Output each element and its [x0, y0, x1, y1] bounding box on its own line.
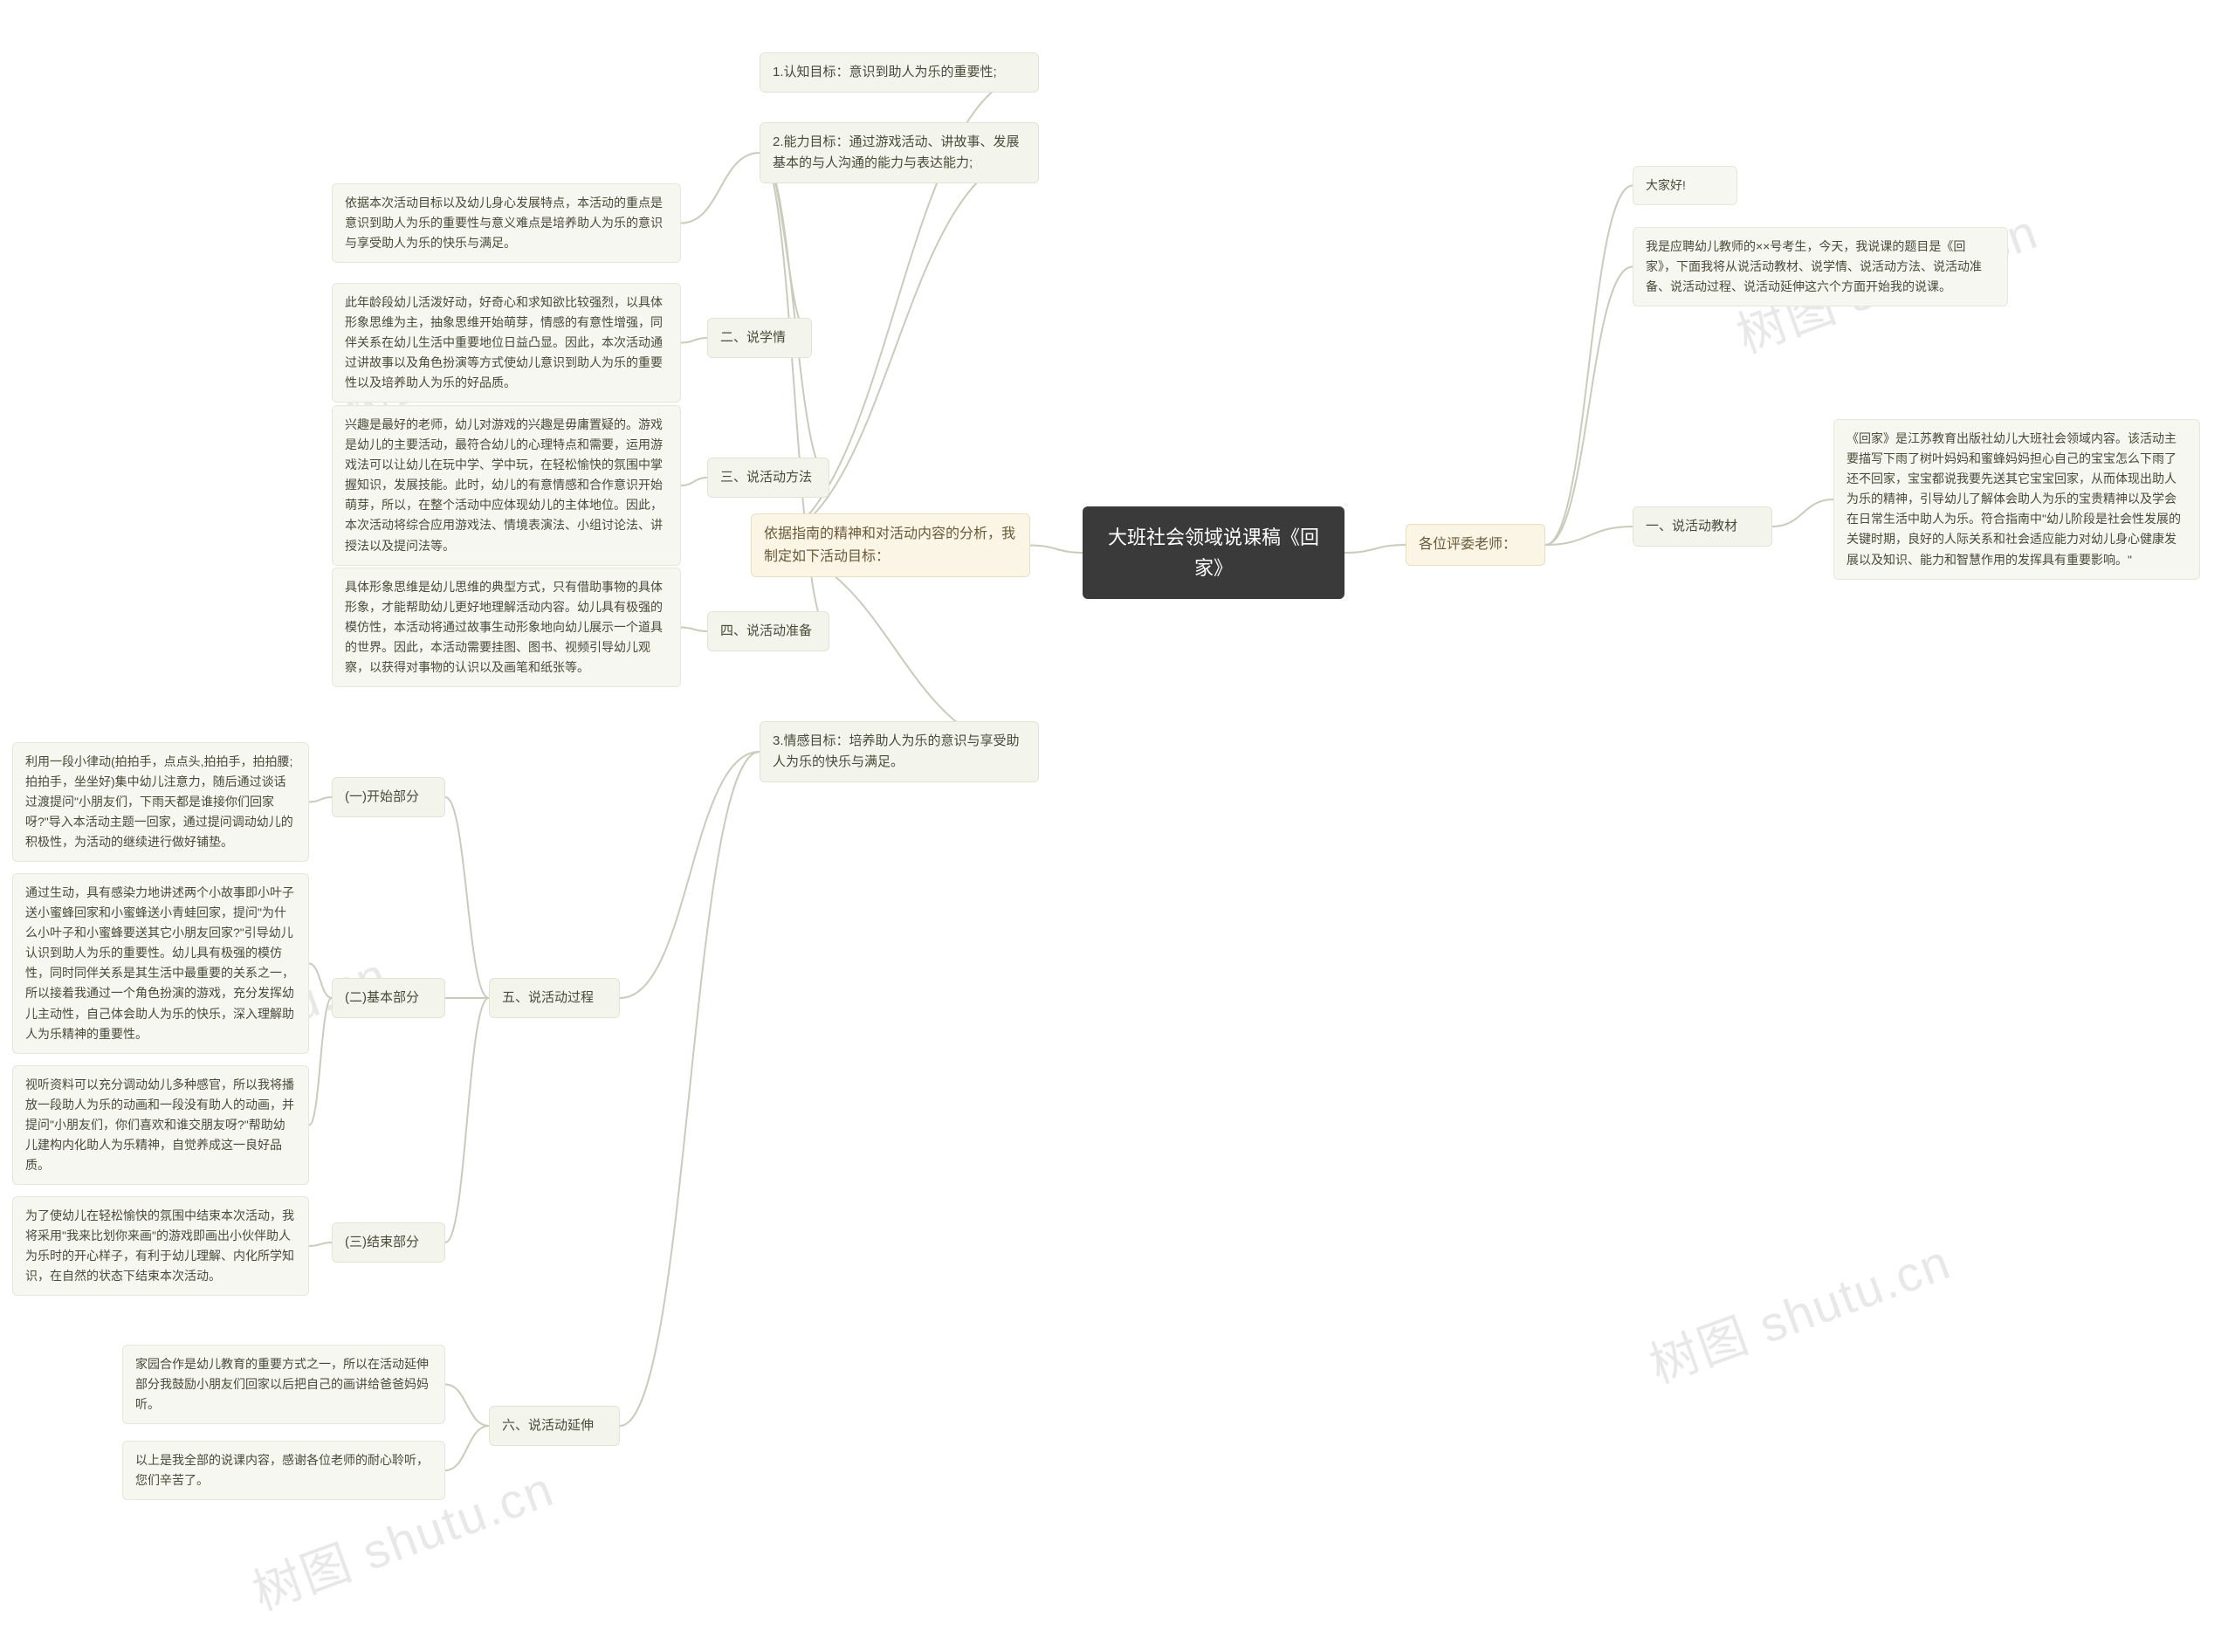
connector-edge: [309, 797, 332, 802]
mindmap-node[interactable]: 一、说活动教材: [1633, 506, 1772, 547]
node-label: (二)基本部分: [345, 990, 419, 1005]
connector-edge: [445, 998, 489, 1242]
node-label: (一)开始部分: [345, 789, 419, 804]
mindmap-node[interactable]: 2.能力目标：通过游戏活动、讲故事、发展基本的与人沟通的能力与表达能力;: [760, 122, 1039, 183]
connector-edge: [681, 338, 707, 343]
connector-edge: [681, 478, 707, 485]
node-label: 以上是我全部的说课内容，感谢各位老师的耐心聆听，您们辛苦了。: [135, 1453, 429, 1487]
node-label: 1.认知目标：意识到助人为乐的重要性;: [773, 65, 997, 79]
connector-edge: [445, 1385, 489, 1427]
mindmap-node[interactable]: (三)结束部分: [332, 1222, 445, 1263]
connector-edge: [620, 752, 760, 1426]
node-label: 依据本次活动目标以及幼儿身心发展特点，本活动的重点是意识到助人为乐的重要性与意义…: [345, 196, 663, 250]
mindmap-node[interactable]: 依据本次活动目标以及幼儿身心发展特点，本活动的重点是意识到助人为乐的重要性与意义…: [332, 183, 681, 263]
connector-edge: [309, 964, 332, 999]
mindmap-node[interactable]: 大班社会领域说课稿《回家》: [1083, 506, 1344, 599]
mindmap-node[interactable]: 以上是我全部的说课内容，感谢各位老师的耐心聆听，您们辛苦了。: [122, 1441, 445, 1500]
node-label: 各位评委老师：: [1419, 537, 1516, 552]
mindmap-node[interactable]: 此年龄段幼儿活泼好动，好奇心和求知欲比较强烈，以具体形象思维为主，抽象思维开始萌…: [332, 283, 681, 403]
node-label: 《回家》是江苏教育出版社幼儿大班社会领域内容。该活动主要描写下雨了树叶妈妈和蜜蜂…: [1846, 431, 2181, 567]
connector-edge: [1344, 545, 1406, 553]
node-label: 一、说活动教材: [1646, 519, 1737, 533]
node-label: 三、说活动方法: [720, 470, 812, 485]
node-label: 大家好!: [1646, 178, 1686, 192]
connector-edge: [760, 153, 829, 478]
node-label: 利用一段小律动(拍拍手，点点头,拍拍手，拍拍腰;拍拍手，坐坐好)集中幼儿注意力，…: [25, 754, 293, 849]
node-label: 通过生动，具有感染力地讲述两个小故事即小叶子送小蜜蜂回家和小蜜蜂送小青蛙回家，提…: [25, 885, 294, 1041]
node-label: 为了使幼儿在轻松愉快的氛围中结束本次活动，我将采用"我来比划你来画"的游戏即画出…: [25, 1208, 294, 1283]
node-label: 四、说活动准备: [720, 623, 812, 638]
node-label: 我是应聘幼儿教师的××号考生，今天，我说课的题目是《回家》，下面我将从说活动教材…: [1646, 239, 1982, 293]
connector-edge: [681, 153, 760, 224]
connector-edge: [309, 998, 332, 1125]
mindmap-node[interactable]: 3.情感目标：培养助人为乐的意识与享受助人为乐的快乐与满足。: [760, 721, 1039, 782]
mindmap-node[interactable]: 四、说活动准备: [707, 611, 829, 651]
node-label: 兴趣是最好的老师，幼儿对游戏的兴趣是毋庸置疑的。游戏是幼儿的主要活动，最符合幼儿…: [345, 417, 663, 553]
node-label: (三)结束部分: [345, 1235, 419, 1249]
mindmap-node[interactable]: 六、说活动延伸: [489, 1406, 620, 1446]
connector-edge: [1545, 267, 1633, 546]
mindmap-node[interactable]: 视听资料可以充分调动幼儿多种感官，所以我将播放一段助人为乐的动画和一段没有助人的…: [12, 1065, 309, 1185]
mindmap-node[interactable]: (二)基本部分: [332, 978, 445, 1018]
mindmap-node[interactable]: 五、说活动过程: [489, 978, 620, 1018]
connector-edge: [1545, 186, 1633, 546]
node-label: 大班社会领域说课稿《回家》: [1108, 527, 1319, 579]
mindmap-node[interactable]: 二、说学情: [707, 318, 812, 358]
mindmap-node[interactable]: (一)开始部分: [332, 777, 445, 817]
mindmap-node[interactable]: 我是应聘幼儿教师的××号考生，今天，我说课的题目是《回家》，下面我将从说活动教材…: [1633, 227, 2008, 306]
mindmap-node[interactable]: 三、说活动方法: [707, 458, 829, 498]
node-label: 二、说学情: [720, 330, 786, 345]
mindmap-node[interactable]: 依据指南的精神和对活动内容的分析，我制定如下活动目标：: [751, 513, 1030, 577]
connector-edge: [681, 628, 707, 632]
mindmap-node[interactable]: 家园合作是幼儿教育的重要方式之一，所以在活动延伸部分我鼓励小朋友们回家以后把自己…: [122, 1345, 445, 1424]
mindmap-node[interactable]: 1.认知目标：意识到助人为乐的重要性;: [760, 52, 1039, 93]
connector-edge: [1030, 546, 1083, 554]
node-label: 五、说活动过程: [502, 990, 594, 1005]
node-label: 3.情感目标：培养助人为乐的意识与享受助人为乐的快乐与满足。: [773, 733, 1020, 769]
mindmap-node[interactable]: 具体形象思维是幼儿思维的典型方式，只有借助事物的具体形象，才能帮助幼儿更好地理解…: [332, 568, 681, 687]
mindmap-node[interactable]: 兴趣是最好的老师，幼儿对游戏的兴趣是毋庸置疑的。游戏是幼儿的主要活动，最符合幼儿…: [332, 405, 681, 566]
mindmap-node[interactable]: 为了使幼儿在轻松愉快的氛围中结束本次活动，我将采用"我来比划你来画"的游戏即画出…: [12, 1196, 309, 1296]
node-label: 六、说活动延伸: [502, 1418, 594, 1433]
connector-edge: [620, 752, 760, 998]
connector-edge: [309, 1242, 332, 1246]
mindmap-node[interactable]: 通过生动，具有感染力地讲述两个小故事即小叶子送小蜜蜂回家和小蜜蜂送小青蛙回家，提…: [12, 873, 309, 1054]
connector-edge: [445, 797, 489, 998]
node-label: 具体形象思维是幼儿思维的典型方式，只有借助事物的具体形象，才能帮助幼儿更好地理解…: [345, 580, 663, 674]
node-label: 2.能力目标：通过游戏活动、讲故事、发展基本的与人沟通的能力与表达能力;: [773, 134, 1020, 170]
node-label: 依据指南的精神和对活动内容的分析，我制定如下活动目标：: [764, 527, 1015, 564]
mindmap-node[interactable]: 大家好!: [1633, 166, 1737, 205]
node-label: 家园合作是幼儿教育的重要方式之一，所以在活动延伸部分我鼓励小朋友们回家以后把自己…: [135, 1357, 429, 1411]
mindmap-node[interactable]: 《回家》是江苏教育出版社幼儿大班社会领域内容。该活动主要描写下雨了树叶妈妈和蜜蜂…: [1833, 419, 2200, 580]
mindmap-node[interactable]: 各位评委老师：: [1406, 524, 1545, 566]
node-label: 视听资料可以充分调动幼儿多种感官，所以我将播放一段助人为乐的动画和一段没有助人的…: [25, 1077, 294, 1172]
connector-edge: [445, 1426, 489, 1470]
node-label: 此年龄段幼儿活泼好动，好奇心和求知欲比较强烈，以具体形象思维为主，抽象思维开始萌…: [345, 295, 663, 389]
mindmap-canvas: 树图 shutu.cn树图 shutu.cnshutu.cn树图 shutu.c…: [0, 0, 2235, 1652]
mindmap-node[interactable]: 利用一段小律动(拍拍手，点点头,拍拍手，拍拍腰;拍拍手，坐坐好)集中幼儿注意力，…: [12, 742, 309, 862]
connector-edge: [1772, 499, 1833, 527]
